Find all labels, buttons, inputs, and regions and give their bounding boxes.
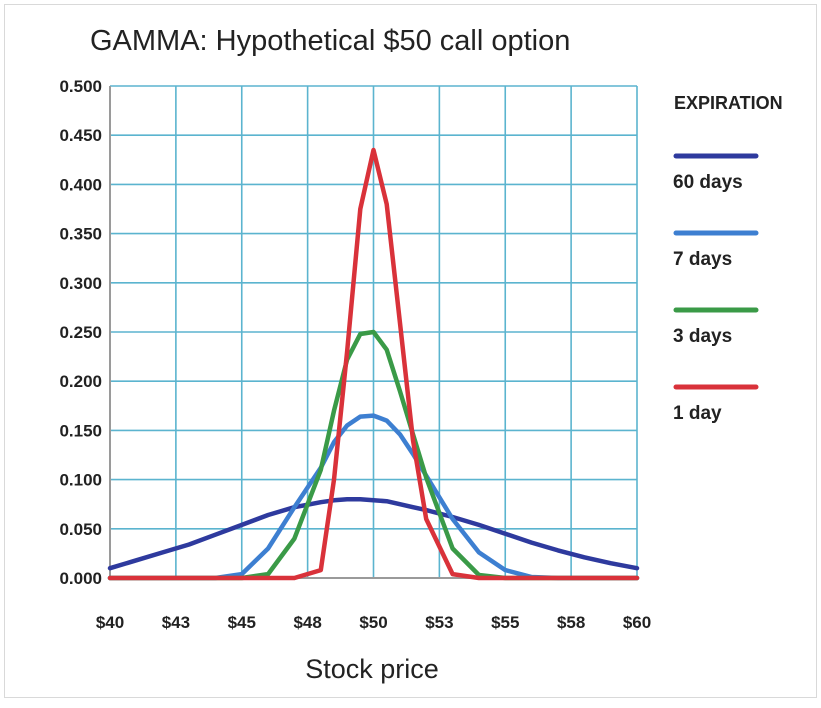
series-lines [107,147,640,581]
y-tick-label: 0.050 [59,520,102,539]
y-tick-label: 0.350 [59,225,102,244]
chart-title: GAMMA: Hypothetical $50 call option [90,25,570,57]
x-tick-label: $45 [228,613,256,632]
y-tick-label: 0.150 [59,421,102,440]
y-tick-label: 0.300 [59,274,102,293]
y-tick-label: 0.100 [59,471,102,490]
y-tick-label: 0.250 [59,323,102,342]
legend-label-60-days: 60 days [673,172,743,193]
y-tick-label: 0.000 [59,569,102,588]
series-line-60-days [107,497,640,571]
x-tick-label: $58 [557,613,585,632]
x-tick-label: $50 [359,613,387,632]
series-line-1-day [107,147,640,581]
x-tick-label: $40 [96,613,124,632]
x-tick-label: $43 [162,613,190,632]
legend-label-1-day: 1 day [673,403,722,424]
y-tick-label: 0.450 [59,126,102,145]
y-tick-label: 0.200 [59,372,102,391]
x-axis-ticks: $40 $43 $45 $48 $50 $53 $55 $58 $60 [96,613,651,632]
chart-frame [4,4,817,698]
y-tick-label: 0.500 [59,77,102,96]
y-tick-label: 0.400 [59,175,102,194]
x-tick-label: $53 [425,613,453,632]
legend: 60 days 7 days 3 days 1 day [673,153,759,424]
x-tick-label: $60 [623,613,651,632]
legend-label-7-days: 7 days [673,249,732,270]
x-axis-label: Stock price [305,654,439,684]
legend-label-3-days: 3 days [673,326,732,347]
x-tick-label: $55 [491,613,519,632]
x-tick-label: $48 [293,613,321,632]
y-axis-ticks: 0.000 0.050 0.100 0.150 0.200 0.250 0.300 0.350… [59,77,102,588]
legend-title: EXPIRATION [674,93,783,113]
